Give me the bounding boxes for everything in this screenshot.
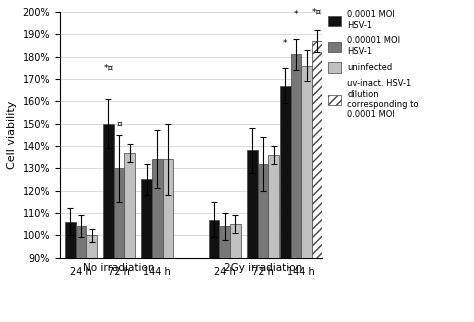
Bar bbox=[268, 155, 279, 258]
Bar bbox=[301, 65, 312, 258]
Bar bbox=[152, 159, 163, 258]
Bar bbox=[258, 164, 268, 258]
Text: No irradiation: No irradiation bbox=[83, 263, 155, 273]
Text: ¤: ¤ bbox=[116, 119, 122, 128]
Bar bbox=[247, 150, 258, 258]
Text: *: * bbox=[294, 10, 298, 19]
Bar bbox=[163, 159, 173, 258]
Legend: 0.0001 MOI
HSV-1, 0.00001 MOI
HSV-1, uninfected, uv-inact. HSV-1
dilution
corres: 0.0001 MOI HSV-1, 0.00001 MOI HSV-1, uni… bbox=[325, 7, 422, 123]
Bar bbox=[219, 226, 230, 258]
Bar bbox=[280, 86, 291, 258]
Text: *: * bbox=[283, 39, 288, 48]
Y-axis label: Cell viability: Cell viability bbox=[7, 100, 17, 169]
Text: 2Gy irradiation: 2Gy irradiation bbox=[224, 263, 302, 273]
Bar bbox=[291, 54, 301, 258]
Bar bbox=[103, 124, 114, 258]
Bar bbox=[141, 179, 152, 258]
Bar bbox=[75, 226, 86, 258]
Bar bbox=[65, 222, 75, 258]
Bar bbox=[125, 153, 135, 258]
Bar bbox=[312, 41, 322, 258]
Bar bbox=[114, 168, 125, 258]
Bar bbox=[230, 224, 241, 258]
Bar bbox=[86, 235, 97, 258]
Text: *¤: *¤ bbox=[103, 63, 114, 72]
Text: *¤: *¤ bbox=[312, 7, 322, 16]
Bar bbox=[209, 220, 219, 258]
